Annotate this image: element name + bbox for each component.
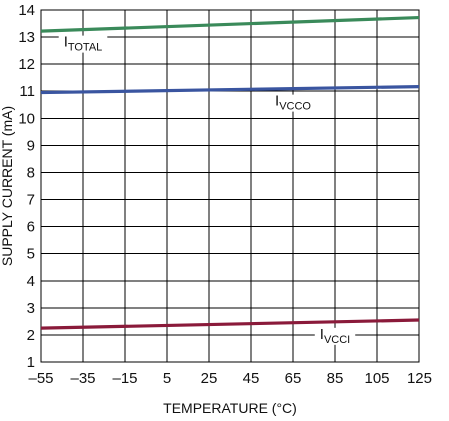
x-tick-labels: –55 –35 –15 5 25 45 65 85 105 125	[28, 370, 432, 387]
y-tick-label: 2	[27, 327, 35, 344]
x-tick-label: 45	[243, 370, 260, 387]
x-tick-label: 65	[285, 370, 302, 387]
x-tick-label: 5	[163, 370, 171, 387]
y-tick-label: 14	[18, 2, 35, 19]
series-line-total	[40, 15, 420, 33]
x-tick-label: 125	[407, 370, 432, 387]
y-tick-label: 7	[27, 192, 35, 209]
y-tick-label: 10	[18, 110, 35, 127]
series-line-vcco	[40, 85, 420, 95]
x-tick-label: 25	[201, 370, 218, 387]
series-label-vcco: IVCCO	[270, 93, 317, 113]
y-tick-label: 8	[27, 164, 35, 181]
y-tick-label: 5	[27, 246, 35, 263]
series-labels: ITOTAL IVCCO IVCCI	[58, 34, 356, 346]
y-tick-label: 11	[19, 83, 35, 100]
series-label-text: IVCCI	[320, 326, 350, 346]
plot-frame	[40, 9, 420, 363]
y-tick-label: 13	[18, 29, 35, 46]
series-label-vcci: IVCCI	[314, 326, 356, 346]
x-axis-label: TEMPERATURE (°C)	[163, 400, 297, 416]
y-tick-label: 9	[27, 137, 35, 154]
series-line-vcci	[40, 318, 420, 330]
grid	[40, 9, 420, 363]
y-tick-label: 4	[27, 273, 35, 290]
series-lines	[40, 15, 420, 330]
x-tick-label: –35	[70, 370, 95, 387]
series-label-total: ITOTAL	[58, 34, 108, 54]
x-tick-label: –15	[112, 370, 137, 387]
y-tick-label: 1	[27, 354, 35, 371]
series-label-background	[314, 327, 356, 345]
series-label-background	[58, 35, 108, 53]
y-tick-label: 6	[27, 219, 35, 236]
y-tick-label: 12	[18, 56, 35, 73]
series-label-text: IVCCO	[275, 93, 311, 113]
x-tick-label: 85	[327, 370, 344, 387]
y-axis-label: SUPPLY CURRENT (mA)	[0, 106, 15, 266]
series-label-text: ITOTAL	[64, 34, 103, 54]
y-tick-label: 3	[27, 300, 35, 317]
x-tick-label: 105	[364, 370, 389, 387]
x-tick-label: –55	[28, 370, 53, 387]
series-label-background	[270, 94, 317, 112]
